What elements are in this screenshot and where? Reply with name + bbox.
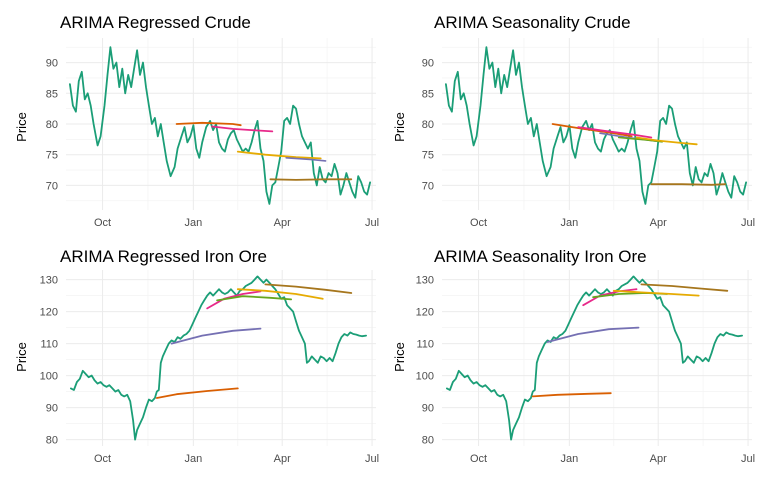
series-line-forecast-2 bbox=[546, 326, 640, 343]
x-tick-label: Apr bbox=[650, 453, 667, 465]
y-tick-label: 130 bbox=[416, 275, 434, 287]
series-line-forecast-2 bbox=[211, 125, 274, 133]
series-line-forecast-6 bbox=[650, 183, 727, 186]
x-tick-label: Jan bbox=[560, 217, 578, 229]
chart-panel-1: 70 75 80 85 90 Oct Jan Apr Jul ARIMA Regressed Cr… bbox=[14, 13, 379, 229]
series-line-forecast-6 bbox=[640, 283, 729, 292]
series-line-forecast-6 bbox=[264, 283, 353, 294]
y-tick-label: 120 bbox=[416, 307, 434, 319]
series-line-forecast-3 bbox=[206, 290, 262, 310]
x-tick-label: Jul bbox=[741, 453, 755, 465]
x-tick-label: Apr bbox=[274, 217, 291, 229]
series-line-actual bbox=[446, 275, 743, 441]
y-tick-label: 85 bbox=[46, 88, 58, 100]
series-line-actual bbox=[445, 46, 747, 205]
y-axis-label: Price bbox=[14, 342, 29, 372]
y-tick-label: 75 bbox=[46, 150, 58, 162]
x-tick-label: Oct bbox=[94, 453, 111, 465]
x-tick-label: Jan bbox=[184, 217, 202, 229]
x-tick-label: Oct bbox=[94, 217, 111, 229]
y-tick-label: 130 bbox=[40, 275, 58, 287]
x-tick-label: Oct bbox=[470, 217, 487, 229]
series-line-forecast-1 bbox=[175, 121, 242, 127]
chart-title: ARIMA Seasonality Crude bbox=[434, 13, 631, 32]
y-tick-label: 80 bbox=[46, 119, 58, 131]
y-tick-label: 90 bbox=[46, 403, 58, 415]
series-line-forecast-2 bbox=[170, 327, 262, 345]
y-tick-label: 100 bbox=[40, 371, 58, 383]
chart-panel-3: 80 90 100 110 120 130 Oct Jan Apr Jul ARIMA Regres… bbox=[14, 247, 379, 465]
y-tick-label: 120 bbox=[40, 307, 58, 319]
series-line-forecast-3 bbox=[236, 150, 322, 160]
y-tick-label: 85 bbox=[422, 88, 434, 100]
series-line-forecast-4 bbox=[216, 295, 292, 302]
series-line-forecast-5 bbox=[269, 178, 353, 181]
series-line-forecast-1 bbox=[531, 392, 612, 398]
x-tick-label: Jul bbox=[365, 217, 379, 229]
chart-title: ARIMA Regressed Crude bbox=[60, 13, 251, 32]
y-axis-label: Price bbox=[392, 342, 407, 372]
series-line-actual bbox=[69, 46, 371, 205]
series-line-forecast-1 bbox=[155, 387, 239, 399]
y-tick-label: 90 bbox=[46, 58, 58, 70]
y-tick-label: 110 bbox=[40, 339, 58, 351]
y-tick-label: 80 bbox=[422, 119, 434, 131]
x-tick-label: Oct bbox=[470, 453, 487, 465]
chart-panel-2: 70 75 80 85 90 Oct Jan Apr Jul ARIMA Seasonality … bbox=[392, 13, 755, 229]
chart-panel-4: 80 90 100 110 120 130 Oct Jan Apr Jul ARIMA Season… bbox=[392, 247, 755, 465]
y-tick-label: 70 bbox=[422, 180, 434, 192]
y-tick-label: 90 bbox=[422, 403, 434, 415]
x-tick-label: Jan bbox=[560, 453, 578, 465]
y-tick-label: 90 bbox=[422, 58, 434, 70]
x-tick-label: Apr bbox=[650, 217, 667, 229]
y-axis-label: Price bbox=[392, 112, 407, 142]
x-tick-label: Jul bbox=[741, 217, 755, 229]
series-line-forecast-1 bbox=[551, 123, 633, 138]
y-tick-label: 70 bbox=[46, 180, 58, 192]
x-tick-label: Jul bbox=[365, 453, 379, 465]
series-line-forecast-5 bbox=[236, 288, 324, 300]
y-tick-label: 75 bbox=[422, 150, 434, 162]
x-tick-label: Apr bbox=[274, 453, 291, 465]
y-tick-label: 80 bbox=[46, 435, 58, 447]
y-tick-label: 100 bbox=[416, 371, 434, 383]
chart-title: ARIMA Seasonality Iron Ore bbox=[434, 247, 647, 266]
series-line-forecast-5 bbox=[612, 289, 700, 297]
series-line-actual bbox=[70, 275, 367, 441]
chart-title: ARIMA Regressed Iron Ore bbox=[60, 247, 267, 266]
x-tick-label: Jan bbox=[184, 453, 202, 465]
series-line-forecast-5 bbox=[635, 136, 698, 146]
series-line-forecast-4 bbox=[285, 157, 327, 162]
series-line-forecast-2 bbox=[577, 126, 653, 139]
y-tick-label: 80 bbox=[422, 435, 434, 447]
y-axis-label: Price bbox=[14, 112, 29, 142]
series-line-forecast-3 bbox=[582, 288, 638, 307]
y-tick-label: 110 bbox=[416, 339, 434, 351]
